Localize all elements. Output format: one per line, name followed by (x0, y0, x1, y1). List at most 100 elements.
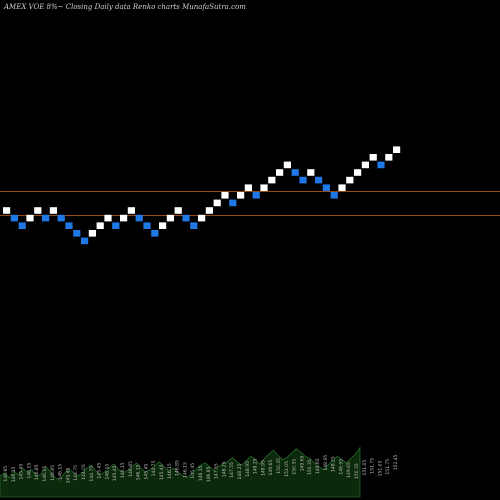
renko-brick-2 (18, 222, 26, 229)
renko-brick-17 (135, 214, 143, 222)
price-label-18: 145.45 (143, 464, 149, 480)
price-label-9: 144.75 (73, 465, 79, 481)
price-label-36: 151.05 (284, 461, 290, 477)
price-label-45: 150.35 (354, 463, 360, 479)
renko-brick-40 (315, 176, 323, 184)
renko-brick-38 (299, 176, 307, 184)
renko-brick-29 (229, 199, 237, 207)
renko-brick-50 (393, 146, 401, 153)
renko-brick-37 (291, 169, 299, 176)
renko-brick-11 (88, 230, 96, 237)
price-label-44: 149.65 (346, 462, 352, 478)
price-label-41: 148.95 (323, 455, 329, 471)
renko-brick-44 (346, 176, 354, 184)
renko-brick-4 (34, 207, 42, 214)
price-label-34: 149.65 (268, 460, 274, 476)
price-label-30: 148.25 (237, 464, 243, 480)
renko-brick-25 (198, 214, 206, 222)
renko-brick-36 (283, 161, 291, 169)
price-label-35: 150.35 (276, 458, 282, 474)
price-label-10: 144.05 (81, 464, 87, 480)
renko-brick-7 (57, 214, 65, 222)
renko-brick-45 (354, 169, 362, 176)
renko-brick-46 (361, 161, 369, 169)
renko-brick-1 (10, 214, 18, 222)
price-label-3: 146.15 (26, 463, 32, 479)
renko-brick-18 (143, 222, 151, 229)
renko-brick-21 (166, 214, 174, 222)
price-label-6: 146.85 (50, 465, 56, 481)
renko-brick-13 (104, 214, 112, 222)
renko-brick-33 (260, 184, 268, 191)
price-label-8: 145.45 (65, 468, 71, 484)
price-label-43: 148.95 (338, 459, 344, 475)
renko-brick-24 (190, 222, 198, 229)
renko-brick-15 (120, 214, 128, 222)
price-label-22: 146.85 (175, 460, 181, 476)
price-label-20: 145.45 (159, 464, 165, 480)
renko-brick-39 (307, 169, 315, 176)
price-label-5: 146.15 (42, 466, 48, 482)
price-label-42: 148.25 (331, 456, 337, 472)
price-label-26: 146.85 (206, 466, 212, 482)
price-label-1: 146.15 (11, 466, 17, 482)
price-label-39: 150.35 (307, 459, 313, 475)
price-label-32: 148.25 (253, 458, 259, 474)
price-label-7: 146.15 (58, 464, 64, 480)
renko-brick-23 (182, 214, 190, 222)
price-label-13: 146.15 (104, 464, 110, 480)
renko-brick-28 (221, 192, 229, 199)
renko-brick-35 (276, 169, 284, 176)
price-label-25: 146.15 (198, 465, 204, 481)
renko-brick-22 (174, 207, 182, 214)
renko-brick-20 (159, 222, 167, 229)
volume-area (0, 446, 361, 498)
renko-brick-16 (127, 207, 135, 214)
chart-title: AMEX VOE 8%~ Closing Daily data Renko ch… (4, 3, 246, 11)
price-label-49: 151.75 (385, 459, 391, 475)
price-label-46: 151.05 (362, 460, 368, 476)
renko-brick-30 (237, 192, 245, 199)
renko-brick-49 (385, 154, 393, 161)
renko-brick-26 (205, 207, 213, 214)
renko-brick-6 (49, 207, 57, 214)
renko-brick-43 (338, 184, 346, 191)
renko-brick-47 (369, 154, 377, 161)
renko-brick-34 (268, 176, 276, 184)
price-label-27: 147.55 (214, 463, 220, 479)
price-label-21: 146.15 (167, 463, 173, 479)
price-label-14: 145.45 (112, 465, 118, 481)
renko-brick-19 (151, 230, 159, 237)
renko-brick-8 (65, 222, 73, 229)
renko-bricks (3, 146, 401, 245)
price-labels: 146.85 146.15 145.45 146.15 146.85 146.15 146.… (3, 454, 399, 483)
renko-brick-10 (81, 237, 89, 245)
price-label-19: 144.75 (151, 460, 157, 476)
renko-brick-5 (42, 214, 50, 222)
price-label-40: 149.65 (315, 458, 321, 474)
price-label-31: 148.95 (245, 461, 251, 477)
renko-brick-32 (252, 192, 260, 199)
renko-brick-41 (322, 184, 330, 191)
renko-brick-9 (73, 230, 81, 237)
renko-brick-0 (3, 207, 11, 214)
price-label-12: 145.45 (97, 463, 103, 479)
price-label-16: 146.85 (128, 461, 134, 477)
renko-brick-48 (377, 161, 385, 169)
reference-lines (0, 191, 500, 216)
price-label-29: 147.55 (229, 462, 235, 478)
price-label-33: 148.95 (260, 460, 266, 476)
renko-brick-31 (244, 184, 252, 191)
price-label-23: 146.15 (182, 462, 188, 478)
price-label-47: 151.75 (370, 458, 376, 474)
price-label-11: 144.75 (89, 466, 95, 482)
price-label-38: 149.65 (299, 455, 305, 471)
price-label-17: 146.15 (136, 464, 142, 480)
price-label-28: 148.25 (221, 461, 227, 477)
renko-brick-42 (330, 192, 338, 199)
price-label-2: 145.45 (19, 464, 25, 480)
price-label-50: 152.45 (393, 454, 399, 470)
renko-brick-3 (26, 214, 34, 222)
